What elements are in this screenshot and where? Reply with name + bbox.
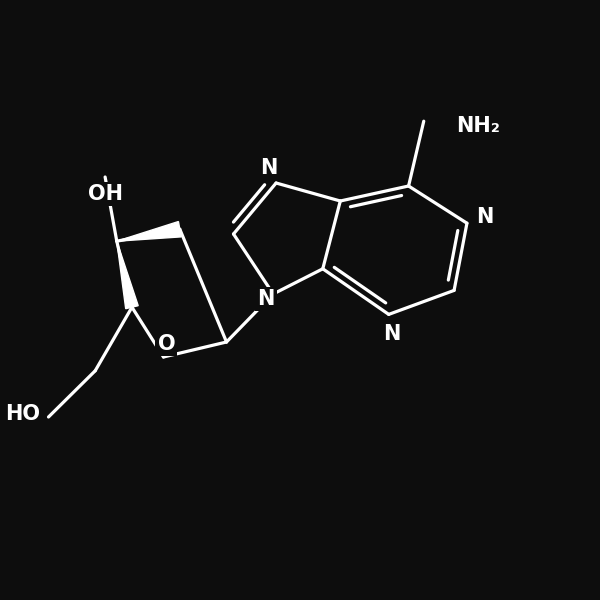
Text: NH₂: NH₂	[456, 116, 500, 136]
Text: O: O	[158, 334, 175, 354]
Text: N: N	[260, 158, 278, 178]
Text: HO: HO	[5, 404, 40, 424]
Polygon shape	[117, 241, 138, 309]
Text: OH: OH	[88, 184, 122, 204]
Text: N: N	[476, 207, 493, 227]
Text: N: N	[257, 289, 275, 309]
Text: N: N	[383, 323, 400, 344]
Polygon shape	[117, 221, 181, 241]
